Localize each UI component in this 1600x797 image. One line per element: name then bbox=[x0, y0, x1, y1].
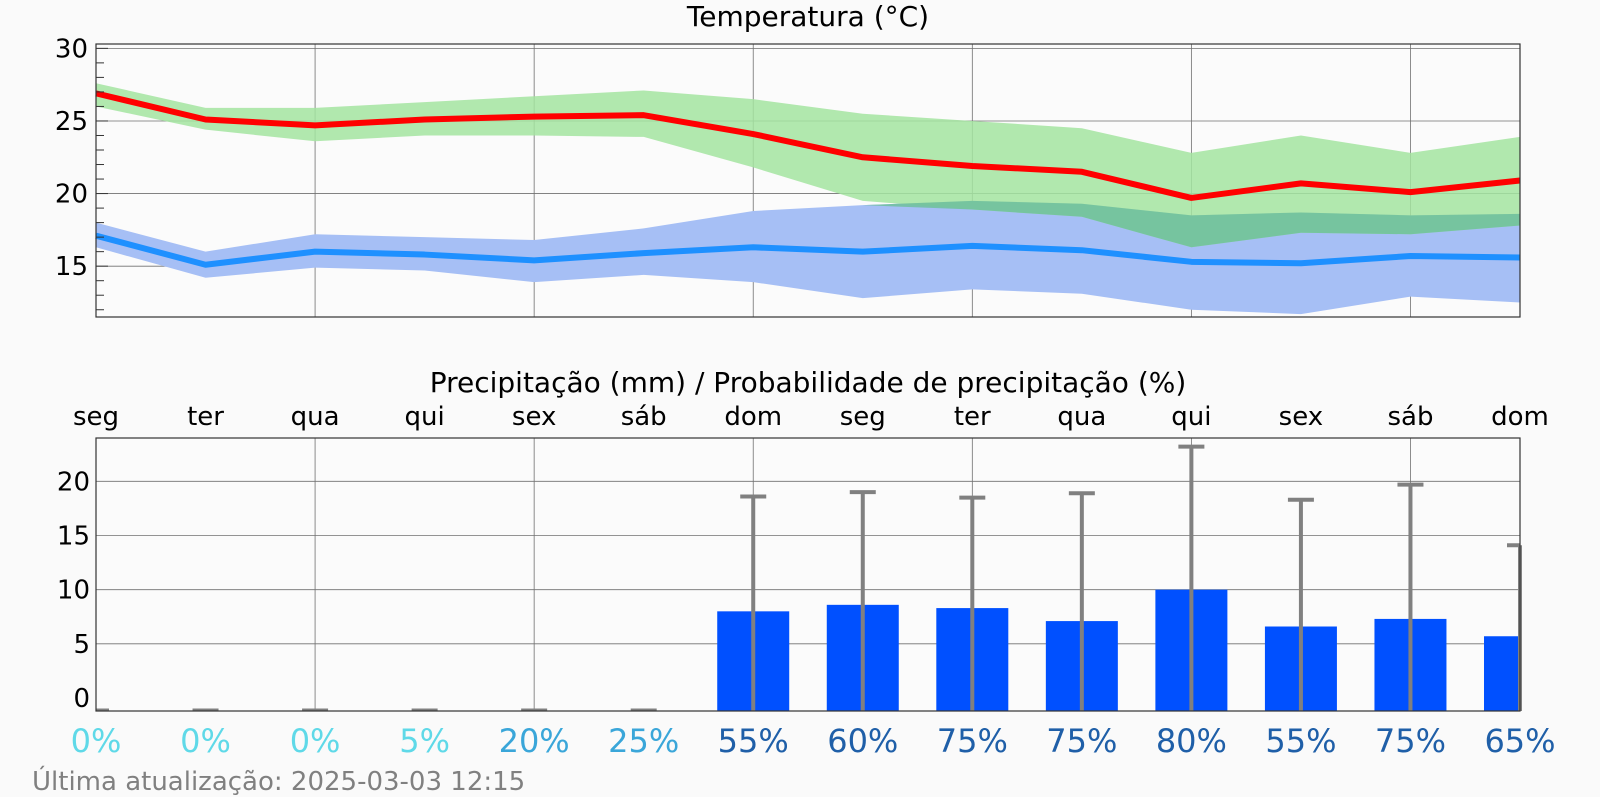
probability-label: 5% bbox=[399, 722, 450, 760]
probability-label: 75% bbox=[937, 722, 1008, 760]
day-label: seg bbox=[73, 402, 119, 432]
day-label: qua bbox=[291, 402, 340, 432]
day-label: sex bbox=[1279, 402, 1323, 432]
day-label: sáb bbox=[621, 402, 667, 432]
probability-label: 55% bbox=[718, 722, 789, 760]
max-temperature-band bbox=[96, 83, 1520, 248]
day-label: qui bbox=[1171, 402, 1211, 432]
precipitation-y-tick-label: 0 bbox=[73, 684, 90, 714]
probability-label: 55% bbox=[1265, 722, 1336, 760]
probability-label: 75% bbox=[1046, 722, 1117, 760]
precipitation-chart: Precipitação (mm) / Probabilidade de pre… bbox=[57, 366, 1556, 760]
last-update-text: Última atualização: 2025-03-03 12:15 bbox=[32, 765, 525, 797]
max-temperature-line bbox=[95, 90, 1521, 201]
temperature-plot-frame bbox=[95, 43, 1521, 318]
precipitation-title: Precipitação (mm) / Probabilidade de pre… bbox=[430, 366, 1187, 399]
precipitation-y-tick-label: 20 bbox=[57, 467, 90, 497]
temperature-y-tick-label: 30 bbox=[55, 34, 88, 64]
precipitation-y-ticks: 0 5 10 15 20 bbox=[57, 467, 90, 714]
day-label: ter bbox=[187, 402, 224, 432]
temperature-lines bbox=[95, 90, 1521, 268]
precipitation-y-tick-label: 15 bbox=[57, 522, 90, 552]
temperature-y-tick-label: 25 bbox=[55, 107, 88, 137]
day-label: qui bbox=[405, 402, 445, 432]
precipitation-bar bbox=[1484, 636, 1520, 711]
probability-label: 75% bbox=[1375, 722, 1446, 760]
precipitation-error-bars bbox=[96, 444, 1522, 712]
day-label: sáb bbox=[1387, 402, 1433, 432]
day-label: seg bbox=[840, 402, 886, 432]
probability-label: 0% bbox=[180, 722, 231, 760]
probability-label: 80% bbox=[1156, 722, 1227, 760]
day-label: qua bbox=[1057, 402, 1106, 432]
day-label: dom bbox=[724, 402, 782, 432]
temperature-chart: Temperatura (°C) 15 20 25 30 bbox=[55, 0, 1521, 318]
temperature-y-ticks: 15 20 25 30 bbox=[55, 34, 108, 311]
probability-label: 20% bbox=[499, 722, 570, 760]
day-labels: seg ter qua qui sex sáb dom seg ter qua qui sex sáb d… bbox=[73, 402, 1549, 432]
temperature-title: Temperatura (°C) bbox=[686, 0, 929, 33]
precipitation-plot-frame bbox=[95, 437, 1521, 712]
day-label: ter bbox=[954, 402, 991, 432]
temperature-y-tick-label: 20 bbox=[55, 180, 88, 210]
probability-label: 25% bbox=[608, 722, 679, 760]
probability-label: 60% bbox=[827, 722, 898, 760]
precipitation-y-tick-label: 5 bbox=[73, 630, 90, 660]
probability-label: 65% bbox=[1484, 722, 1555, 760]
probability-label: 0% bbox=[290, 722, 341, 760]
temperature-band-overlap bbox=[96, 200, 1520, 252]
day-label: sex bbox=[512, 402, 556, 432]
day-label: dom bbox=[1491, 402, 1549, 432]
probability-labels: 0% 0% 0% 5% 20% 25% 55% 60% 75% 75% 80% 55% 75% 65% bbox=[71, 722, 1556, 760]
precipitation-y-tick-label: 10 bbox=[57, 576, 90, 606]
min-temperature-line bbox=[95, 232, 1521, 268]
temperature-y-tick-label: 15 bbox=[55, 252, 88, 282]
probability-label: 0% bbox=[71, 722, 122, 760]
temperature-bands bbox=[96, 83, 1520, 315]
